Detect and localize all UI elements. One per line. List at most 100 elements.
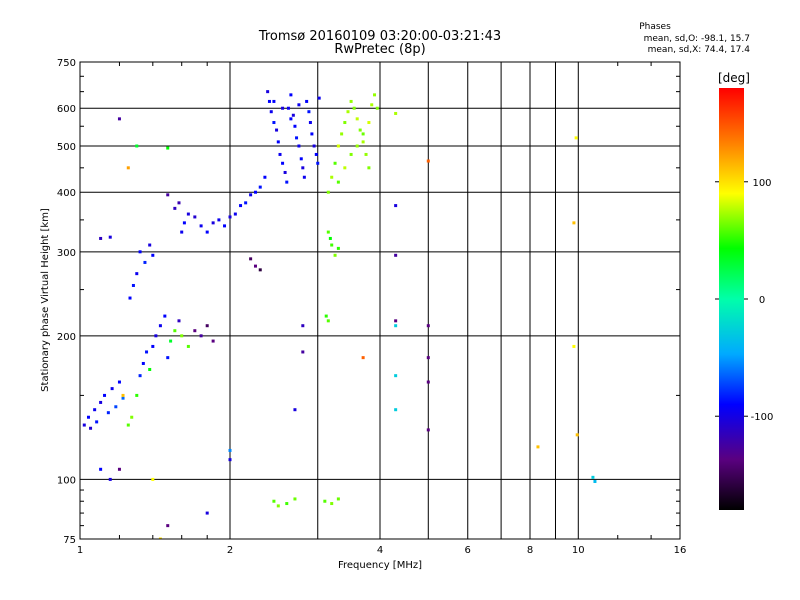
data-point	[336, 144, 340, 148]
data-point	[285, 502, 289, 506]
data-point	[346, 110, 350, 114]
data-point	[205, 511, 209, 515]
data-point	[426, 356, 430, 360]
data-point	[266, 90, 270, 94]
data-point	[333, 253, 337, 257]
chart-subtitle: RwPretec (8p)	[334, 42, 425, 57]
data-point	[166, 193, 170, 197]
data-point	[336, 180, 340, 184]
data-point	[375, 106, 379, 110]
colorbar-ticks: 100 0 -100	[715, 178, 773, 423]
data-point	[253, 264, 257, 268]
data-point	[340, 132, 344, 136]
phase-info-o: mean, sd,O: -98.1, 15.7	[644, 34, 750, 44]
chart-title: Tromsø 20160109 03:20:00-03:21:43	[258, 29, 501, 44]
data-point	[272, 99, 276, 103]
data-point	[217, 218, 221, 222]
data-point	[572, 221, 576, 225]
data-point	[126, 423, 130, 427]
data-point	[138, 250, 142, 254]
y-tick-label: 500	[57, 142, 76, 153]
y-axis-label: Stationary phase Virtual Height [km]	[40, 208, 51, 392]
data-point	[158, 537, 162, 539]
data-point	[205, 230, 209, 234]
data-point	[355, 117, 359, 121]
data-point	[301, 350, 305, 354]
data-point	[177, 201, 181, 205]
data-point	[121, 393, 125, 397]
data-point	[394, 324, 398, 328]
data-point	[336, 497, 340, 501]
data-point	[308, 121, 312, 125]
data-point	[82, 423, 86, 427]
data-point	[186, 212, 190, 216]
data-point	[166, 524, 170, 528]
data-point	[148, 243, 152, 247]
data-point	[572, 344, 576, 348]
data-point	[95, 420, 99, 424]
data-point	[211, 339, 215, 343]
data-point	[276, 140, 280, 144]
data-point	[199, 334, 203, 338]
data-point	[263, 175, 267, 179]
axis-ticks: 1 2 4 6 8 10 16 75 100 200 300 400 500 600 750	[57, 58, 686, 556]
data-point	[426, 159, 430, 163]
data-point	[166, 356, 170, 360]
x-tick-label: 4	[377, 545, 383, 556]
data-point	[575, 433, 579, 437]
data-point	[169, 339, 173, 343]
data-point	[272, 499, 276, 503]
data-point	[135, 144, 139, 148]
data-point	[324, 314, 328, 318]
data-point	[293, 124, 297, 128]
data-point	[275, 128, 279, 132]
data-point	[177, 319, 181, 323]
data-point	[267, 99, 271, 103]
data-point	[361, 356, 365, 360]
data-point	[211, 221, 215, 225]
data-point	[285, 180, 289, 184]
data-point	[151, 344, 155, 348]
x-tick-label: 16	[674, 545, 687, 556]
data-point	[343, 166, 347, 170]
data-point	[249, 257, 253, 261]
data-point	[343, 121, 347, 125]
x-axis-label: Frequency [MHz]	[338, 560, 422, 571]
data-point	[367, 121, 371, 125]
x-tick-label: 8	[527, 545, 533, 556]
data-point	[299, 157, 303, 161]
data-point	[330, 502, 334, 506]
y-tick-label: 400	[57, 188, 76, 199]
y-tick-label: 100	[57, 475, 76, 486]
data-point	[131, 283, 135, 287]
data-point	[333, 161, 337, 165]
data-point	[326, 319, 330, 323]
data-point	[317, 96, 321, 100]
data-point	[394, 374, 398, 378]
x-tick-label: 1	[77, 545, 83, 556]
data-point	[199, 224, 203, 228]
data-point	[253, 190, 257, 194]
data-point	[186, 344, 190, 348]
data-point	[301, 166, 305, 170]
data-point	[108, 235, 112, 239]
y-tick-label: 200	[57, 332, 76, 343]
data-point	[326, 230, 330, 234]
x-tick-label: 10	[572, 545, 585, 556]
data-point	[281, 106, 285, 110]
data-point	[173, 329, 177, 333]
data-point	[349, 152, 353, 156]
data-point	[93, 408, 97, 412]
data-point	[286, 106, 290, 110]
y-tick-label: 750	[57, 58, 76, 69]
data-point	[330, 175, 334, 179]
data-point	[151, 477, 155, 481]
data-point	[103, 393, 107, 397]
data-point	[151, 253, 155, 257]
data-point	[361, 132, 365, 136]
data-point	[314, 152, 318, 156]
data-point	[138, 374, 142, 378]
data-point	[158, 324, 162, 328]
data-point	[135, 272, 139, 276]
